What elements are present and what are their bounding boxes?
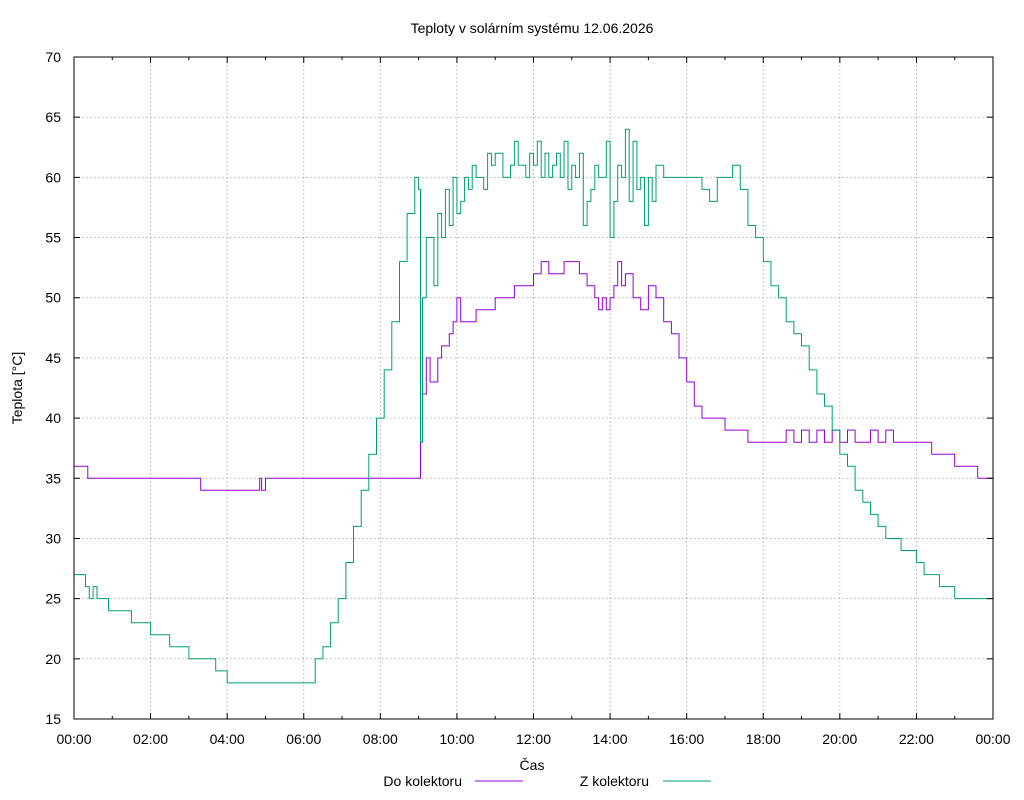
y-tick-label: 30 bbox=[45, 530, 61, 546]
legend: Do kolektoru Z kolektoru bbox=[383, 773, 711, 789]
x-tick-label: 14:00 bbox=[593, 731, 628, 747]
y-axis-label: Teplota [°C] bbox=[9, 352, 25, 425]
legend-label-do-kolektoru: Do kolektoru bbox=[383, 773, 462, 789]
y-tick-label: 65 bbox=[45, 109, 61, 125]
x-tick-label: 02:00 bbox=[133, 731, 168, 747]
y-tick-label: 25 bbox=[45, 591, 61, 607]
x-tick-label: 06:00 bbox=[286, 731, 321, 747]
x-tick-label: 04:00 bbox=[210, 731, 245, 747]
x-tick-label: 22:00 bbox=[899, 731, 934, 747]
y-tick-label: 20 bbox=[45, 651, 61, 667]
y-tick-label: 35 bbox=[45, 470, 61, 486]
y-tick-label: 40 bbox=[45, 410, 61, 426]
x-tick-label: 00:00 bbox=[56, 731, 91, 747]
series-layer bbox=[74, 128, 994, 684]
x-tick-label: 20:00 bbox=[822, 731, 857, 747]
y-tick-label: 15 bbox=[45, 711, 61, 727]
series-line-z-kolektoru bbox=[74, 128, 994, 684]
legend-label-z-kolektoru: Z kolektoru bbox=[580, 773, 649, 789]
x-tick-label: 08:00 bbox=[363, 731, 398, 747]
x-axis-label: Čas bbox=[520, 757, 545, 773]
x-tick-label: 12:00 bbox=[516, 731, 551, 747]
y-tick-label: 60 bbox=[45, 169, 61, 185]
x-tick-label: 00:00 bbox=[975, 731, 1010, 747]
y-tick-label: 55 bbox=[45, 230, 61, 246]
x-tick-label: 18:00 bbox=[746, 731, 781, 747]
y-tick-label: 45 bbox=[45, 350, 61, 366]
y-tick-label: 50 bbox=[45, 290, 61, 306]
y-tick-label: 70 bbox=[45, 49, 61, 65]
chart-title: Teploty v solárním systému 12.06.2026 bbox=[411, 20, 654, 36]
x-tick-label: 10:00 bbox=[439, 731, 474, 747]
x-tick-label: 16:00 bbox=[669, 731, 704, 747]
grid bbox=[74, 57, 993, 719]
series-line-do-kolektoru bbox=[74, 261, 993, 491]
ticks: 15 20 25 30 35 40 45 50 55 60 65 70 00:00 02:00 04:00 0… bbox=[45, 49, 1010, 747]
